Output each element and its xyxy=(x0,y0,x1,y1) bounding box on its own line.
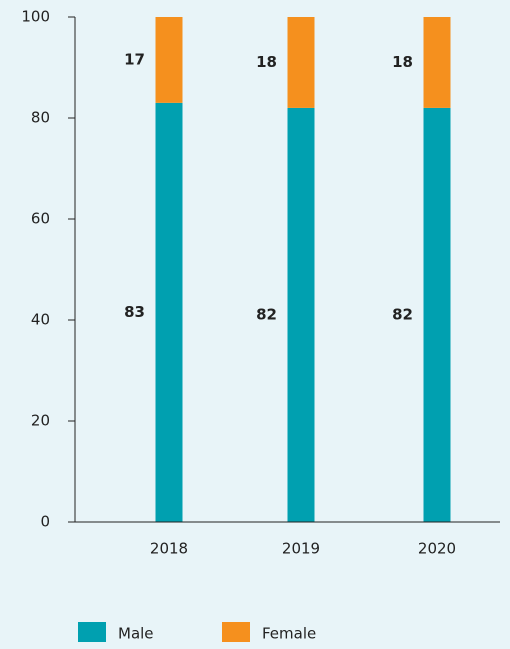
legend-swatch xyxy=(78,622,106,642)
y-tick-label: 40 xyxy=(31,311,50,329)
value-label: 18 xyxy=(256,53,277,71)
legend-label: Male xyxy=(118,625,154,643)
bar-segment xyxy=(287,17,315,108)
y-tick-label: 100 xyxy=(21,8,50,26)
bar-segment xyxy=(423,17,451,108)
y-tick-label: 0 xyxy=(40,513,50,531)
bar-segment xyxy=(155,102,183,522)
y-tick-label: 20 xyxy=(31,412,50,430)
bar-segment xyxy=(155,17,183,103)
legend-swatch xyxy=(222,622,250,642)
y-tick-label: 60 xyxy=(31,210,50,228)
legend-label: Female xyxy=(262,625,316,643)
value-label: 17 xyxy=(124,50,145,68)
bar-segment xyxy=(423,107,451,523)
value-label: 82 xyxy=(256,305,277,323)
y-tick-label: 80 xyxy=(31,109,50,127)
x-tick-label: 2020 xyxy=(418,540,456,558)
x-tick-label: 2018 xyxy=(150,540,188,558)
value-label: 18 xyxy=(392,53,413,71)
value-label: 82 xyxy=(392,305,413,323)
value-label: 83 xyxy=(124,303,145,321)
x-tick-label: 2019 xyxy=(282,540,320,558)
bar-segment xyxy=(287,107,315,523)
